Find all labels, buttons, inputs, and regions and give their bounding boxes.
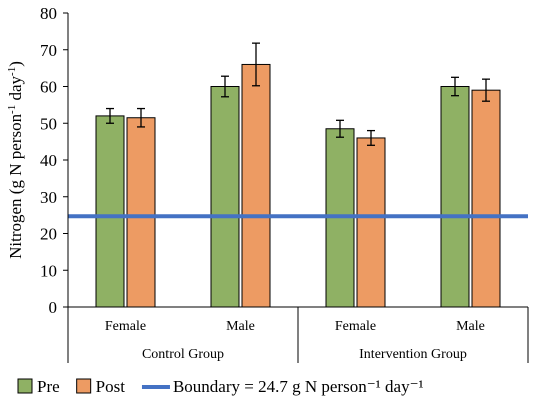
x-category-label: Female [105,319,146,334]
x-group-label: Control Group [142,347,224,362]
bar-post-3 [471,89,501,308]
legend-swatch-pre [17,378,33,394]
x-category-label: Male [456,319,485,334]
y-tick-label: 50 [40,114,57,133]
y-tick-label: 60 [40,78,57,97]
legend-swatch-post [76,378,92,394]
axes [67,13,529,363]
bars [95,63,501,308]
y-axis-label: Nitrogen (g N person-1 day-1) [6,61,25,259]
legend: Pre Post Boundary = 24.7 g N person⁻¹ day⁻… [17,377,424,396]
bar-pre-1 [210,86,240,308]
y-axis-title: Nitrogen (g N person-1 day-1) [6,61,25,259]
y-tick-label: 30 [40,188,57,207]
y-tick-label: 20 [40,225,57,244]
y-tick-label: 40 [40,151,57,170]
bar-pre-0 [95,115,125,308]
x-category-label: Male [226,319,255,334]
bar-post-0 [126,117,156,308]
bar-post-1 [241,63,271,308]
y-tick-label: 0 [49,298,58,317]
x-category-label: Female [335,319,376,334]
y-tick-label: 70 [40,41,57,60]
x-group-label: Intervention Group [359,347,467,362]
legend-label: Boundary = 24.7 g N person⁻¹ day⁻¹ [173,377,424,396]
legend-label: Pre [37,377,60,396]
bar-post-2 [356,137,386,308]
y-axis-ticks: 0 10 20 30 40 50 60 70 80 [40,4,68,317]
error-bars [106,42,490,146]
bar-pre-3 [440,86,470,308]
y-tick-label: 80 [40,4,57,23]
y-tick-label: 10 [40,261,57,280]
legend-label: Post [96,377,126,396]
